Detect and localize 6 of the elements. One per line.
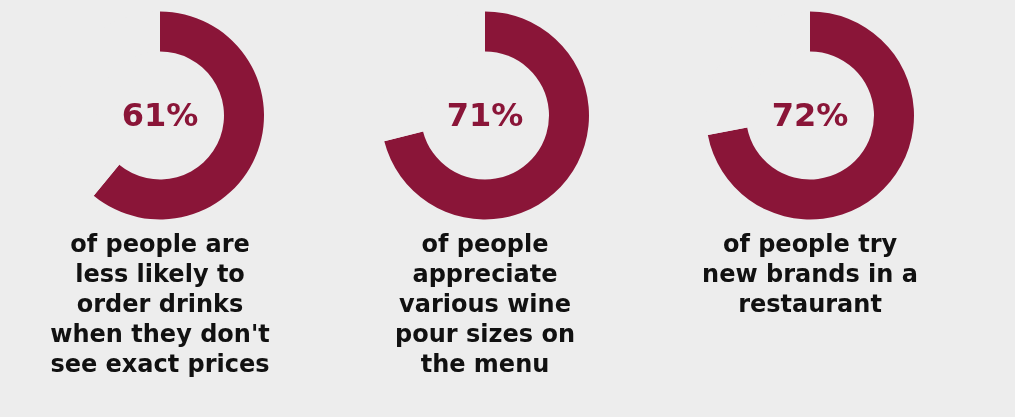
data-label: 72%	[771, 95, 849, 134]
text: of people are less likely to order drinks when they don't see exact prices	[50, 230, 270, 378]
text: of people try new brands in a restaurant	[702, 230, 918, 318]
data-label: 71%	[446, 95, 524, 134]
data-label: 61%	[121, 95, 199, 134]
text: of people appreciate various wine pour sizes on the menu	[395, 230, 575, 378]
